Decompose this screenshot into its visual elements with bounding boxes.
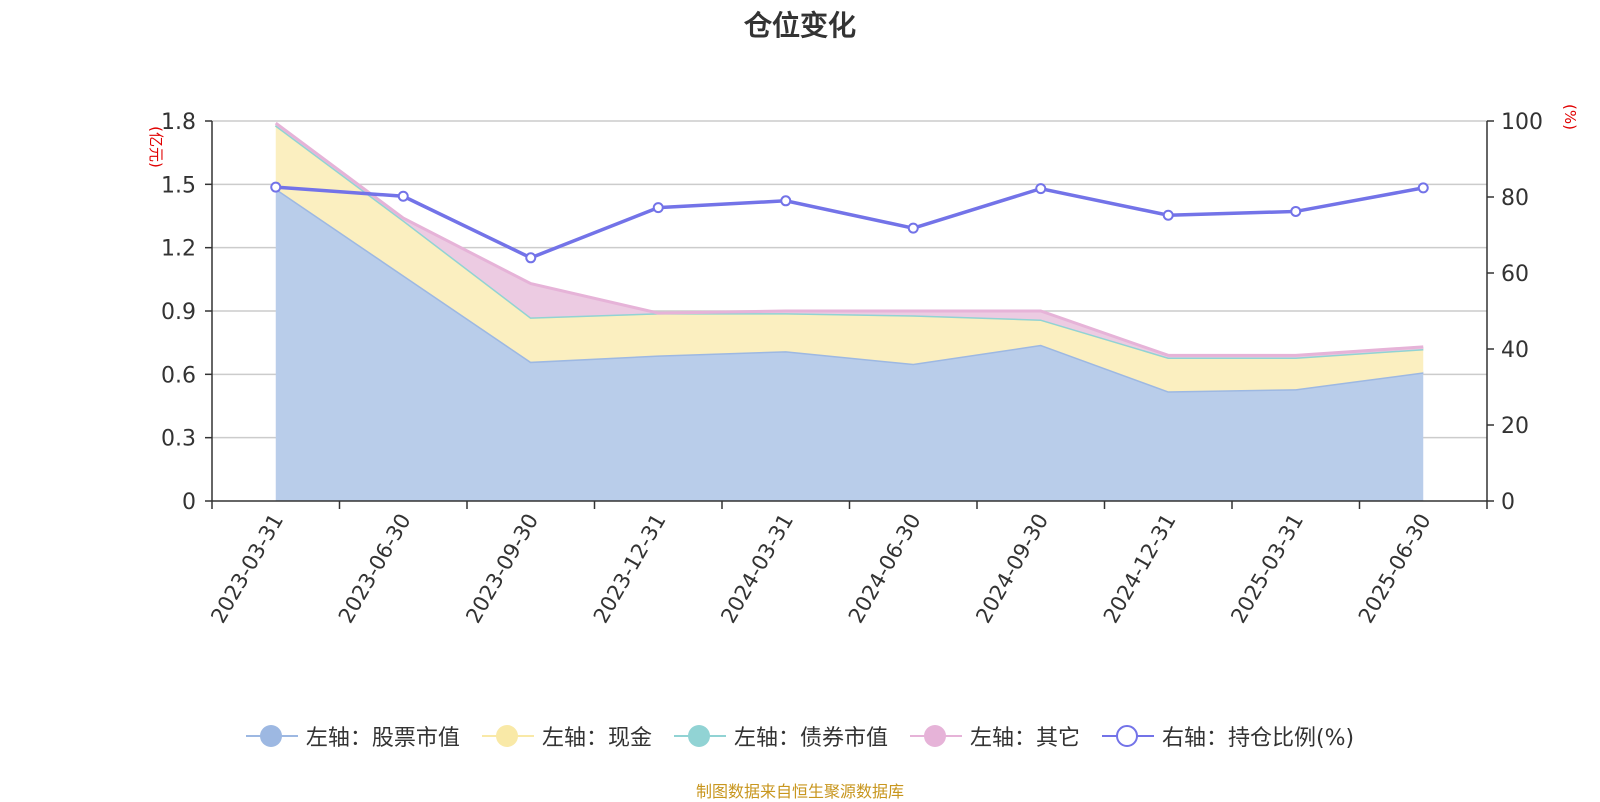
legend-item[interactable]: 右轴：持仓比例(%) — [1101, 720, 1355, 752]
x-axis-tick-label: 2024-12-31 — [1099, 510, 1181, 628]
left-axis-tick-label: 1.8 — [161, 110, 196, 135]
holding-ratio-point — [652, 202, 664, 214]
x-axis-tick-label: 2023-09-30 — [461, 510, 543, 628]
legend-label: 右轴：持仓比例(%) — [1161, 726, 1355, 751]
position-change-chart: 0 0.3 0.6 0.9 1.2 1.5 1.8 0 20 40 60 80 100 (亿元) (%) 20… — [147, 104, 1579, 628]
legend-label: 左轴：其它 — [969, 726, 1080, 751]
right-axis-tick-label: 60 — [1501, 262, 1529, 287]
right-axis-tick-label: 40 — [1501, 338, 1529, 363]
legend-label: 左轴：债券市值 — [733, 726, 888, 751]
legend-swatch-icon — [481, 724, 534, 748]
holding-ratio-point — [270, 181, 282, 193]
legend-marker — [259, 725, 282, 747]
holding-ratio-point — [1162, 209, 1174, 221]
legend-marker — [495, 725, 518, 747]
left-axis-unit: (亿元) — [147, 126, 165, 168]
legend-swatch-icon — [673, 724, 726, 748]
area-左轴：现金 — [275, 125, 1424, 392]
left-axis-tick-label: 1.2 — [161, 237, 196, 262]
chart-title: 仓位变化 — [743, 9, 856, 42]
x-axis-tick-label: 2023-06-30 — [334, 510, 416, 628]
area-左轴：股票市值 — [275, 188, 1424, 502]
holding-ratio-point — [525, 252, 537, 264]
x-axis-tick-label: 2025-06-30 — [1354, 510, 1436, 628]
left-axis-tick-label: 0.6 — [161, 363, 196, 388]
x-axis-tick-label: 2023-03-31 — [206, 510, 288, 628]
legend-marker — [923, 725, 946, 747]
left-axis-tick-label: 0.9 — [161, 300, 196, 325]
left-axis-tick-label: 0 — [182, 490, 196, 515]
right-axis-tick-label: 0 — [1501, 490, 1515, 515]
holding-ratio-point — [1417, 182, 1429, 194]
holding-ratio-point — [780, 195, 792, 207]
legend-swatch-icon — [1101, 724, 1154, 748]
x-axis-tick-label: 2025-03-31 — [1226, 510, 1308, 628]
area-edge-左轴：其它 — [274, 121, 1424, 357]
right-axis-unit: (%) — [1561, 104, 1579, 130]
legend-marker — [1115, 725, 1138, 747]
data-source-note: 制图数据来自恒生聚源数据库 — [695, 782, 904, 801]
right-axis-tick-label: 100 — [1501, 110, 1543, 135]
x-axis-tick-label: 2024-03-31 — [716, 510, 798, 628]
chart-legend: 左轴：股票市值 左轴：现金 左轴：债券市值 左轴：其它 右轴：持仓比例(%) — [0, 720, 1600, 752]
holding-ratio-point — [397, 190, 409, 202]
area-左轴：其它 — [275, 123, 1424, 358]
right-axis-tick-label: 80 — [1501, 186, 1529, 211]
legend-label: 左轴：股票市值 — [305, 726, 460, 751]
legend-swatch-icon — [245, 724, 298, 748]
legend-item[interactable]: 左轴：债券市值 — [673, 720, 888, 752]
x-axis-tick-label: 2023-12-31 — [589, 510, 671, 628]
left-axis-tick-label: 0.3 — [161, 427, 196, 452]
holding-ratio-point — [907, 222, 919, 234]
holding-ratio-line — [275, 185, 1424, 260]
holding-ratio-point — [1035, 183, 1047, 195]
legend-swatch-icon — [909, 724, 962, 748]
right-axis-tick-label: 20 — [1501, 414, 1529, 439]
holding-ratio-point — [1290, 205, 1302, 217]
x-axis-tick-label: 2024-06-30 — [844, 510, 926, 628]
left-axis-tick-label: 1.5 — [161, 173, 196, 198]
x-axis-tick-label: 2024-09-30 — [971, 510, 1053, 628]
legend-marker — [687, 725, 710, 747]
legend-item[interactable]: 左轴：股票市值 — [245, 720, 460, 752]
legend-item[interactable]: 左轴：现金 — [481, 720, 652, 752]
legend-label: 左轴：现金 — [541, 726, 652, 751]
legend-item[interactable]: 左轴：其它 — [909, 720, 1080, 752]
